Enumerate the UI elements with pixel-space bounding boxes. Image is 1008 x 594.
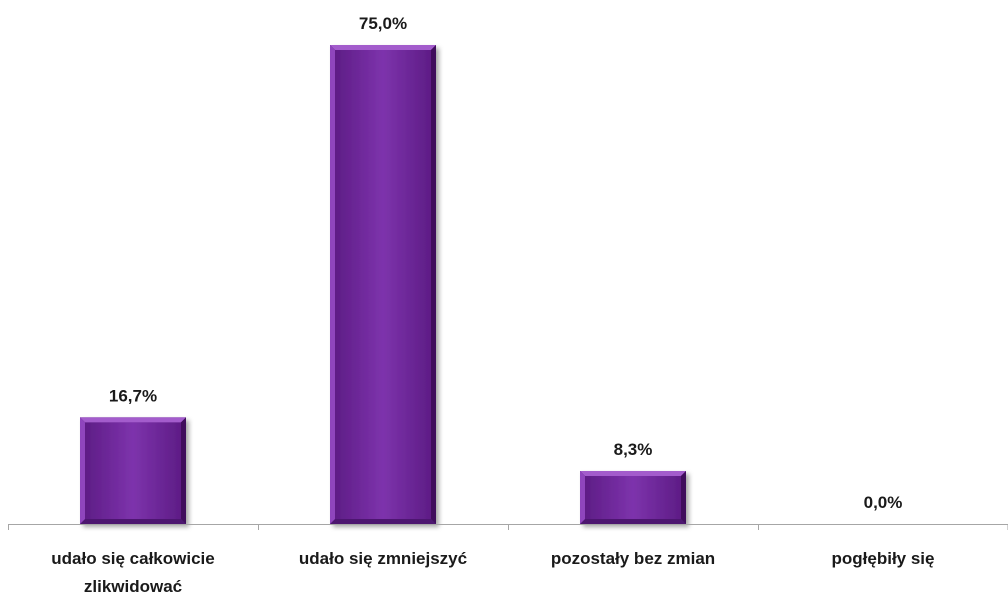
value-labels-group: 16,7% 75,0% 8,3% 0,0% — [109, 14, 902, 512]
bar-bevel-top — [580, 470, 686, 476]
data-label: 75,0% — [359, 14, 407, 33]
bar-bevel-right — [181, 417, 186, 524]
x-axis — [8, 524, 1008, 530]
bar-face — [85, 422, 181, 519]
bar-bevel-top — [330, 45, 436, 50]
bar — [330, 45, 436, 524]
bar-bevel-left — [580, 470, 585, 524]
bar — [580, 470, 686, 524]
bar-bevel-left — [330, 45, 335, 524]
data-label: 0,0% — [864, 493, 903, 512]
category-labels-group: udało się całkowicie zlikwidować udało się… — [51, 549, 934, 594]
bar-bevel-top — [80, 417, 186, 423]
bar-bevel-right — [681, 470, 686, 524]
bar-bevel-left — [80, 417, 85, 524]
bar — [80, 417, 186, 524]
category-label: udało się zmniejszyć — [299, 549, 467, 568]
bar-bevel-right — [431, 45, 436, 524]
bars-group — [80, 45, 686, 524]
category-label: zlikwidować — [84, 577, 182, 594]
data-label: 8,3% — [614, 440, 653, 459]
category-label: udało się całkowicie — [51, 549, 214, 568]
bar-face — [585, 475, 681, 519]
category-label: pozostały bez zmian — [551, 549, 715, 568]
data-label: 16,7% — [109, 386, 157, 405]
category-label: pogłębiły się — [832, 549, 935, 568]
bar-face — [335, 50, 431, 519]
